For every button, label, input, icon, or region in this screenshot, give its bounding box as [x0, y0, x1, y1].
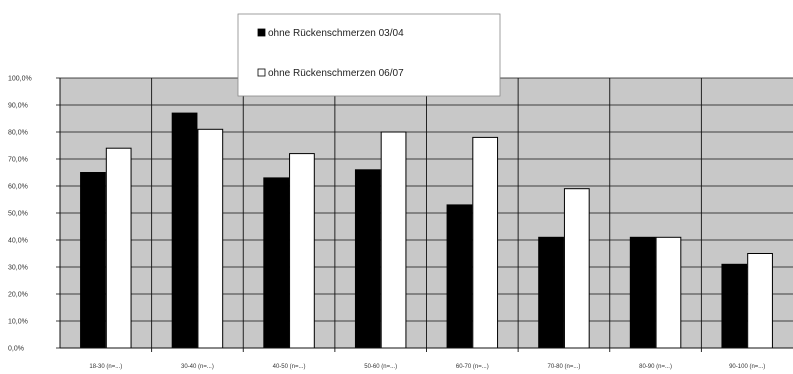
y-tick-label: 20,0% [8, 292, 28, 299]
legend-swatch-series-1 [257, 28, 266, 37]
x-tick-label: 60-70 (n=...) [456, 364, 489, 370]
y-tick-label: 50,0% [8, 211, 28, 218]
bar-series-1 [171, 112, 198, 349]
bar-series-1 [538, 236, 564, 349]
bar-series-2 [197, 128, 224, 349]
bar-series-2 [380, 131, 407, 349]
bar-series-2 [105, 147, 132, 349]
category-separators [151, 78, 702, 352]
bar-series-1 [263, 177, 290, 349]
bar-series-1 [354, 169, 381, 349]
legend: ohne Rückenschmerzen 03/04 ohne Rückensc… [237, 13, 501, 97]
bar-series-2 [655, 236, 682, 349]
bar-series-1 [629, 236, 656, 349]
bar-series-1 [721, 263, 748, 349]
y-tick-label: 80,0% [8, 130, 28, 137]
bar-series-2 [563, 188, 590, 349]
bars [80, 112, 773, 349]
bar-series-1 [446, 204, 473, 349]
legend-label-series-1: ohne Rückenschmerzen 03/04 [268, 28, 404, 39]
y-tick-label: 70,0% [8, 157, 28, 164]
y-tick-label: 10,0% [8, 319, 28, 326]
y-tick-label: 30,0% [8, 265, 28, 272]
x-tick-label: 80-90 (n=...) [639, 364, 672, 370]
y-axis-ticks: 0,0% 10,0% 20,0% 30,0% 40,0% 50,0% 60,0% 70,0% 8… [8, 76, 60, 353]
legend-label-series-2: ohne Rückenschmerzen 06/07 [268, 68, 404, 79]
x-tick-label: 30-40 (n=...) [181, 364, 214, 370]
x-tick-label: 70-80 (n=...) [548, 364, 581, 370]
x-tick-label: 50-60 (n=...) [364, 364, 397, 370]
y-tick-label: 40,0% [8, 238, 28, 245]
legend-swatch-series-2 [257, 68, 266, 77]
x-tick-label: 90-100 (n=...) [729, 364, 765, 370]
bar-series-2 [289, 153, 315, 349]
x-tick-label: 40-50 (n=...) [273, 364, 306, 370]
bar-series-1 [80, 172, 106, 349]
bar-series-2 [747, 253, 773, 349]
y-tick-label: 60,0% [8, 184, 28, 191]
bar-series-2 [472, 136, 499, 349]
legend-box [237, 13, 501, 97]
y-tick-label: 100,0% [8, 76, 32, 83]
y-tick-label: 90,0% [8, 103, 28, 110]
y-tick-label: 0,0% [8, 346, 24, 353]
x-tick-label: 18-30 (n=...) [89, 364, 122, 370]
x-axis-ticks: 18-30 (n=...) 30-40 (n=...) 40-50 (n=...) 5… [89, 364, 765, 370]
